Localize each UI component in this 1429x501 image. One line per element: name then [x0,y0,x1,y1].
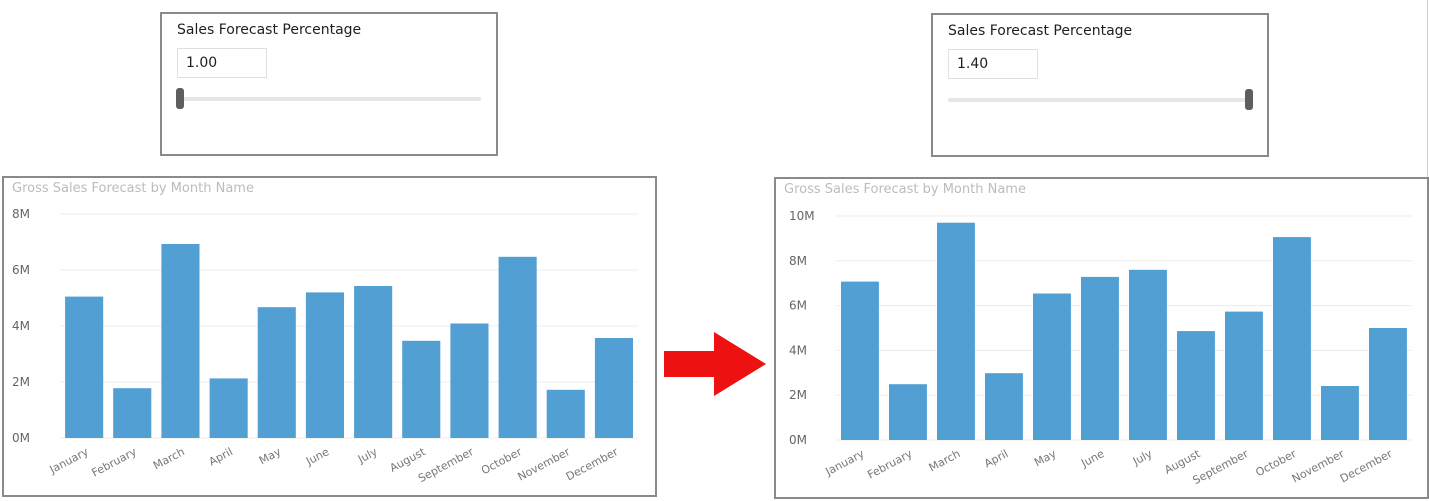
x-tick-label: January [823,447,867,479]
y-tick-label: 4M [12,319,30,333]
sales-forecast-chart-right: Gross Sales Forecast by Month Name 0M 2M 4… [774,177,1429,499]
bar-august[interactable] [1177,331,1215,440]
y-tick-label: 8M [12,207,30,221]
bar-october[interactable] [1273,237,1311,440]
x-tick-label: June [1078,447,1106,470]
bar-may[interactable] [1033,293,1071,441]
bar-february[interactable] [889,384,927,440]
slicer-title: Sales Forecast Percentage [177,22,362,38]
x-tick-label: July [355,445,380,466]
slider-handle[interactable] [176,88,184,109]
y-tick-label: 0M [12,431,30,445]
x-tick-label: September [416,445,476,485]
x-tick-label: June [303,445,331,468]
slider-handle[interactable] [1245,89,1253,110]
y-tick-label: 0M [789,433,807,447]
forecast-slicer-right: Sales Forecast Percentage 1.40 [931,13,1269,157]
bar-march[interactable] [161,244,200,438]
bar-may[interactable] [257,307,296,438]
x-tick-label: February [865,447,915,482]
bar-december[interactable] [1369,328,1407,440]
bar-june[interactable] [1081,276,1119,440]
slider-track[interactable] [948,98,1252,102]
bar-april[interactable] [209,378,248,438]
bar-january[interactable] [841,281,879,440]
y-tick-label: 8M [789,254,807,268]
y-tick-label: 2M [789,388,807,402]
bar-july[interactable] [1129,269,1167,440]
x-tick-label: May [257,445,284,467]
x-tick-label: February [90,445,140,480]
bar-february[interactable] [113,388,152,438]
bar-march[interactable] [937,222,975,440]
x-tick-label: March [151,445,187,472]
bar-june[interactable] [305,292,344,438]
bar-october[interactable] [498,256,537,438]
x-tick-label: January [47,445,91,477]
slicer-value-input[interactable]: 1.00 [177,48,267,78]
bar-chart-left: 0M 2M 4M 6M 8M January February March April May Ju… [12,207,638,485]
bar-april[interactable] [985,373,1023,440]
chart-title: Gross Sales Forecast by Month Name [12,181,254,196]
x-tick-label: November [516,445,573,484]
slicer-value-input[interactable]: 1.40 [948,49,1038,79]
x-tick-label: December [1338,447,1395,485]
slicer-title: Sales Forecast Percentage [948,23,1133,39]
x-tick-label: September [1191,447,1251,487]
y-tick-label: 6M [12,263,30,277]
y-tick-label: 2M [12,375,30,389]
x-tick-label: April [982,447,1010,470]
y-tick-label: 6M [789,299,807,313]
bar-september[interactable] [1225,311,1263,440]
bar-november[interactable] [1321,386,1359,440]
bar-december[interactable] [594,338,633,438]
x-tick-label: April [207,445,235,468]
bar-january[interactable] [65,296,104,438]
x-tick-label: July [1130,447,1155,468]
forecast-slicer-left: Sales Forecast Percentage 1.00 [160,12,498,156]
bar-august[interactable] [402,340,441,438]
x-tick-label: November [1290,447,1347,486]
y-tick-label: 10M [789,209,815,223]
sales-forecast-chart-left: Gross Sales Forecast by Month Name 0M 2M 4… [2,176,657,497]
bar-july[interactable] [354,286,393,438]
bar-september[interactable] [450,323,489,439]
x-tick-label: December [564,445,621,483]
x-tick-label: March [927,447,963,474]
right-arrow-icon [664,332,766,396]
y-tick-label: 4M [789,343,807,357]
bar-november[interactable] [546,389,585,438]
chart-title: Gross Sales Forecast by Month Name [784,182,1026,197]
x-tick-label: May [1032,447,1059,469]
slider-track[interactable] [177,97,481,101]
